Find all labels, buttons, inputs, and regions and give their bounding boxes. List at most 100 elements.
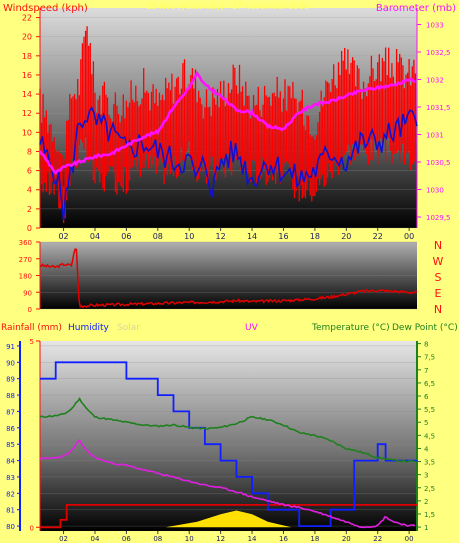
humidity-tick-label: 80: [6, 523, 15, 531]
windspeed-tick-label: 8: [27, 147, 32, 156]
bottom-series: [39, 361, 417, 529]
windspeed-tick-labels: 0 2 4 6 8 10 12 14 16 18 20 22: [22, 8, 41, 233]
temperature-tick-label: 3,5: [424, 459, 435, 467]
wind-hour-tick-label: 16: [278, 232, 288, 241]
temperature-tick-label: 1: [424, 524, 428, 532]
barometer-tick-label: 1031: [426, 132, 444, 140]
windspeed-tick-label: 14: [22, 90, 32, 99]
wind-hour-tick-labels: 02 04 06 08 10 12 14 16 18 20 22 00: [58, 228, 414, 241]
temperature-tick-label: 7,5: [424, 354, 435, 362]
rainfall-tick-label: 0: [30, 524, 34, 532]
barometer-axis-title: Barometer (mb): [376, 3, 456, 14]
wind-hour-tick-label: 14: [247, 232, 257, 241]
solar-series: [165, 510, 292, 528]
temperature-tick-label: 5: [424, 419, 428, 427]
compass-e: E: [435, 287, 442, 300]
temperature-tick-label: 2: [424, 498, 428, 506]
temperature-tick-label: 5,5: [424, 406, 435, 414]
humidity-tick-label: 86: [6, 425, 15, 433]
legend-rainfall: Rainfall (mm): [1, 323, 62, 333]
temperature-tick-label: 6,5: [424, 380, 435, 388]
temperature-tick-label: 4: [424, 445, 429, 453]
temperature-tick-label: 4,5: [424, 432, 435, 440]
windspeed-tick-label: 2: [27, 205, 32, 214]
humidity-tick-label: 85: [6, 441, 15, 449]
temperature-series: [39, 397, 416, 463]
wind-series: [38, 26, 418, 223]
bottom-hour-tick-label: 02: [59, 535, 68, 543]
temperature-tick-label: 2,5: [424, 485, 435, 493]
direction-tick-label: 270: [19, 256, 32, 264]
humidity-tick-label: 84: [6, 458, 15, 466]
wind-hour-tick-label: 10: [184, 232, 194, 241]
bottom-hour-tick-label: 16: [279, 535, 288, 543]
humidity-series: [40, 361, 417, 527]
wind-hour-tick-label: 04: [90, 232, 100, 241]
bottom-hour-tick-label: 18: [310, 535, 319, 543]
humidity-tick-label: 82: [6, 490, 15, 498]
bottom-hour-tick-label: 10: [185, 535, 194, 543]
humidity-tick-label: 91: [6, 343, 15, 351]
legend-humidity: Humidity: [68, 323, 109, 333]
chart-subtitle: 25 Nov (yesterday) - 17 November 2006: [147, 2, 309, 11]
wind-hour-tick-label: 08: [153, 232, 163, 241]
direction-series: [39, 248, 418, 309]
humidity-tick-label: 88: [6, 392, 15, 400]
legend-dew-point: Dew Point (°C): [392, 323, 458, 333]
compass-w: W: [433, 255, 444, 268]
barometer-tick-label: 1031,5: [426, 104, 451, 112]
bottom-panel-axes: [19, 341, 418, 531]
rainfall-tick-labels: 05: [30, 338, 40, 532]
windspeed-tick-label: 22: [22, 14, 32, 23]
barometer-tick-labels: 1029,5 1030 1030,5 1031 1031,5 1032 1032,5 1033: [416, 8, 451, 228]
windspeed-tick-label: 10: [22, 128, 32, 137]
humidity-tick-label: 81: [6, 507, 15, 515]
temperature-tick-label: 8: [424, 341, 428, 349]
wind-hour-tick-label: 20: [341, 232, 351, 241]
windspeed-tick-label: 12: [22, 109, 32, 118]
windspeed-gust-series: [39, 26, 417, 223]
direction-gridlines: [40, 241, 417, 310]
legend-temperature: Temperature (°C): [311, 323, 390, 333]
bottom-hour-tick-label: 20: [342, 535, 351, 543]
barometer-tick-label: 1029,5: [426, 214, 451, 222]
wind-direction-chart: 0 90 180 270 360 N W S E N: [19, 239, 444, 316]
windspeed-tick-label: 6: [27, 167, 32, 176]
humidity-tick-label: 87: [6, 408, 15, 416]
bottom-hour-tick-label: 04: [91, 535, 100, 543]
barometer-series: [38, 70, 416, 176]
bottom-hour-tick-label: 22: [373, 535, 382, 543]
direction-tick-label: 90: [23, 289, 32, 297]
temperature-tick-label: 7: [424, 367, 428, 375]
temperature-tick-label: 3: [424, 472, 428, 480]
wind-hour-tick-label: 22: [373, 232, 383, 241]
windspeed-tick-label: 4: [27, 186, 32, 195]
windspeed-tick-label: 16: [22, 71, 32, 80]
rainfall-tick-label: 5: [30, 338, 34, 346]
barometer-tick-label: 1030: [426, 187, 444, 195]
bottom-hour-tick-label: 14: [248, 535, 257, 543]
barometer-tick-label: 1030,5: [426, 159, 451, 167]
humidity-tick-label: 89: [6, 376, 15, 384]
compass-labels: N W S E N: [433, 239, 444, 316]
direction-tick-label: 360: [19, 239, 32, 247]
wind-hour-tick-label: 02: [58, 232, 68, 241]
compass-n-top: N: [434, 239, 442, 252]
humidity-tick-label: 83: [6, 474, 15, 482]
windspeed-average-series: [39, 106, 418, 220]
temperature-tick-label: 1,5: [424, 511, 435, 519]
wind-direction-series: [39, 248, 418, 309]
legend-uv: UV: [245, 323, 259, 333]
bottom-hour-tick-label: 06: [122, 535, 131, 543]
temperature-tick-labels: 1 1,5 2 2,5 3 3,5 4 4,5 5 5,5 6 6,5 7 7,5 8: [417, 341, 435, 532]
legend-solar: Solar: [117, 323, 140, 333]
bottom-hour-tick-label: 12: [216, 535, 225, 543]
humidity-plot-area: [40, 341, 417, 531]
direction-tick-labels: 0 90 180 270 360: [19, 239, 41, 314]
dew-point-series: [39, 439, 416, 529]
humidity-tick-label: 90: [6, 359, 15, 367]
windspeed-axis-title: Windspeed (kph): [3, 3, 88, 14]
humidity-tick-labels: 80 81 82 83 84 85 86 87 88 89 90 91: [6, 343, 20, 531]
compass-s: S: [435, 271, 442, 284]
